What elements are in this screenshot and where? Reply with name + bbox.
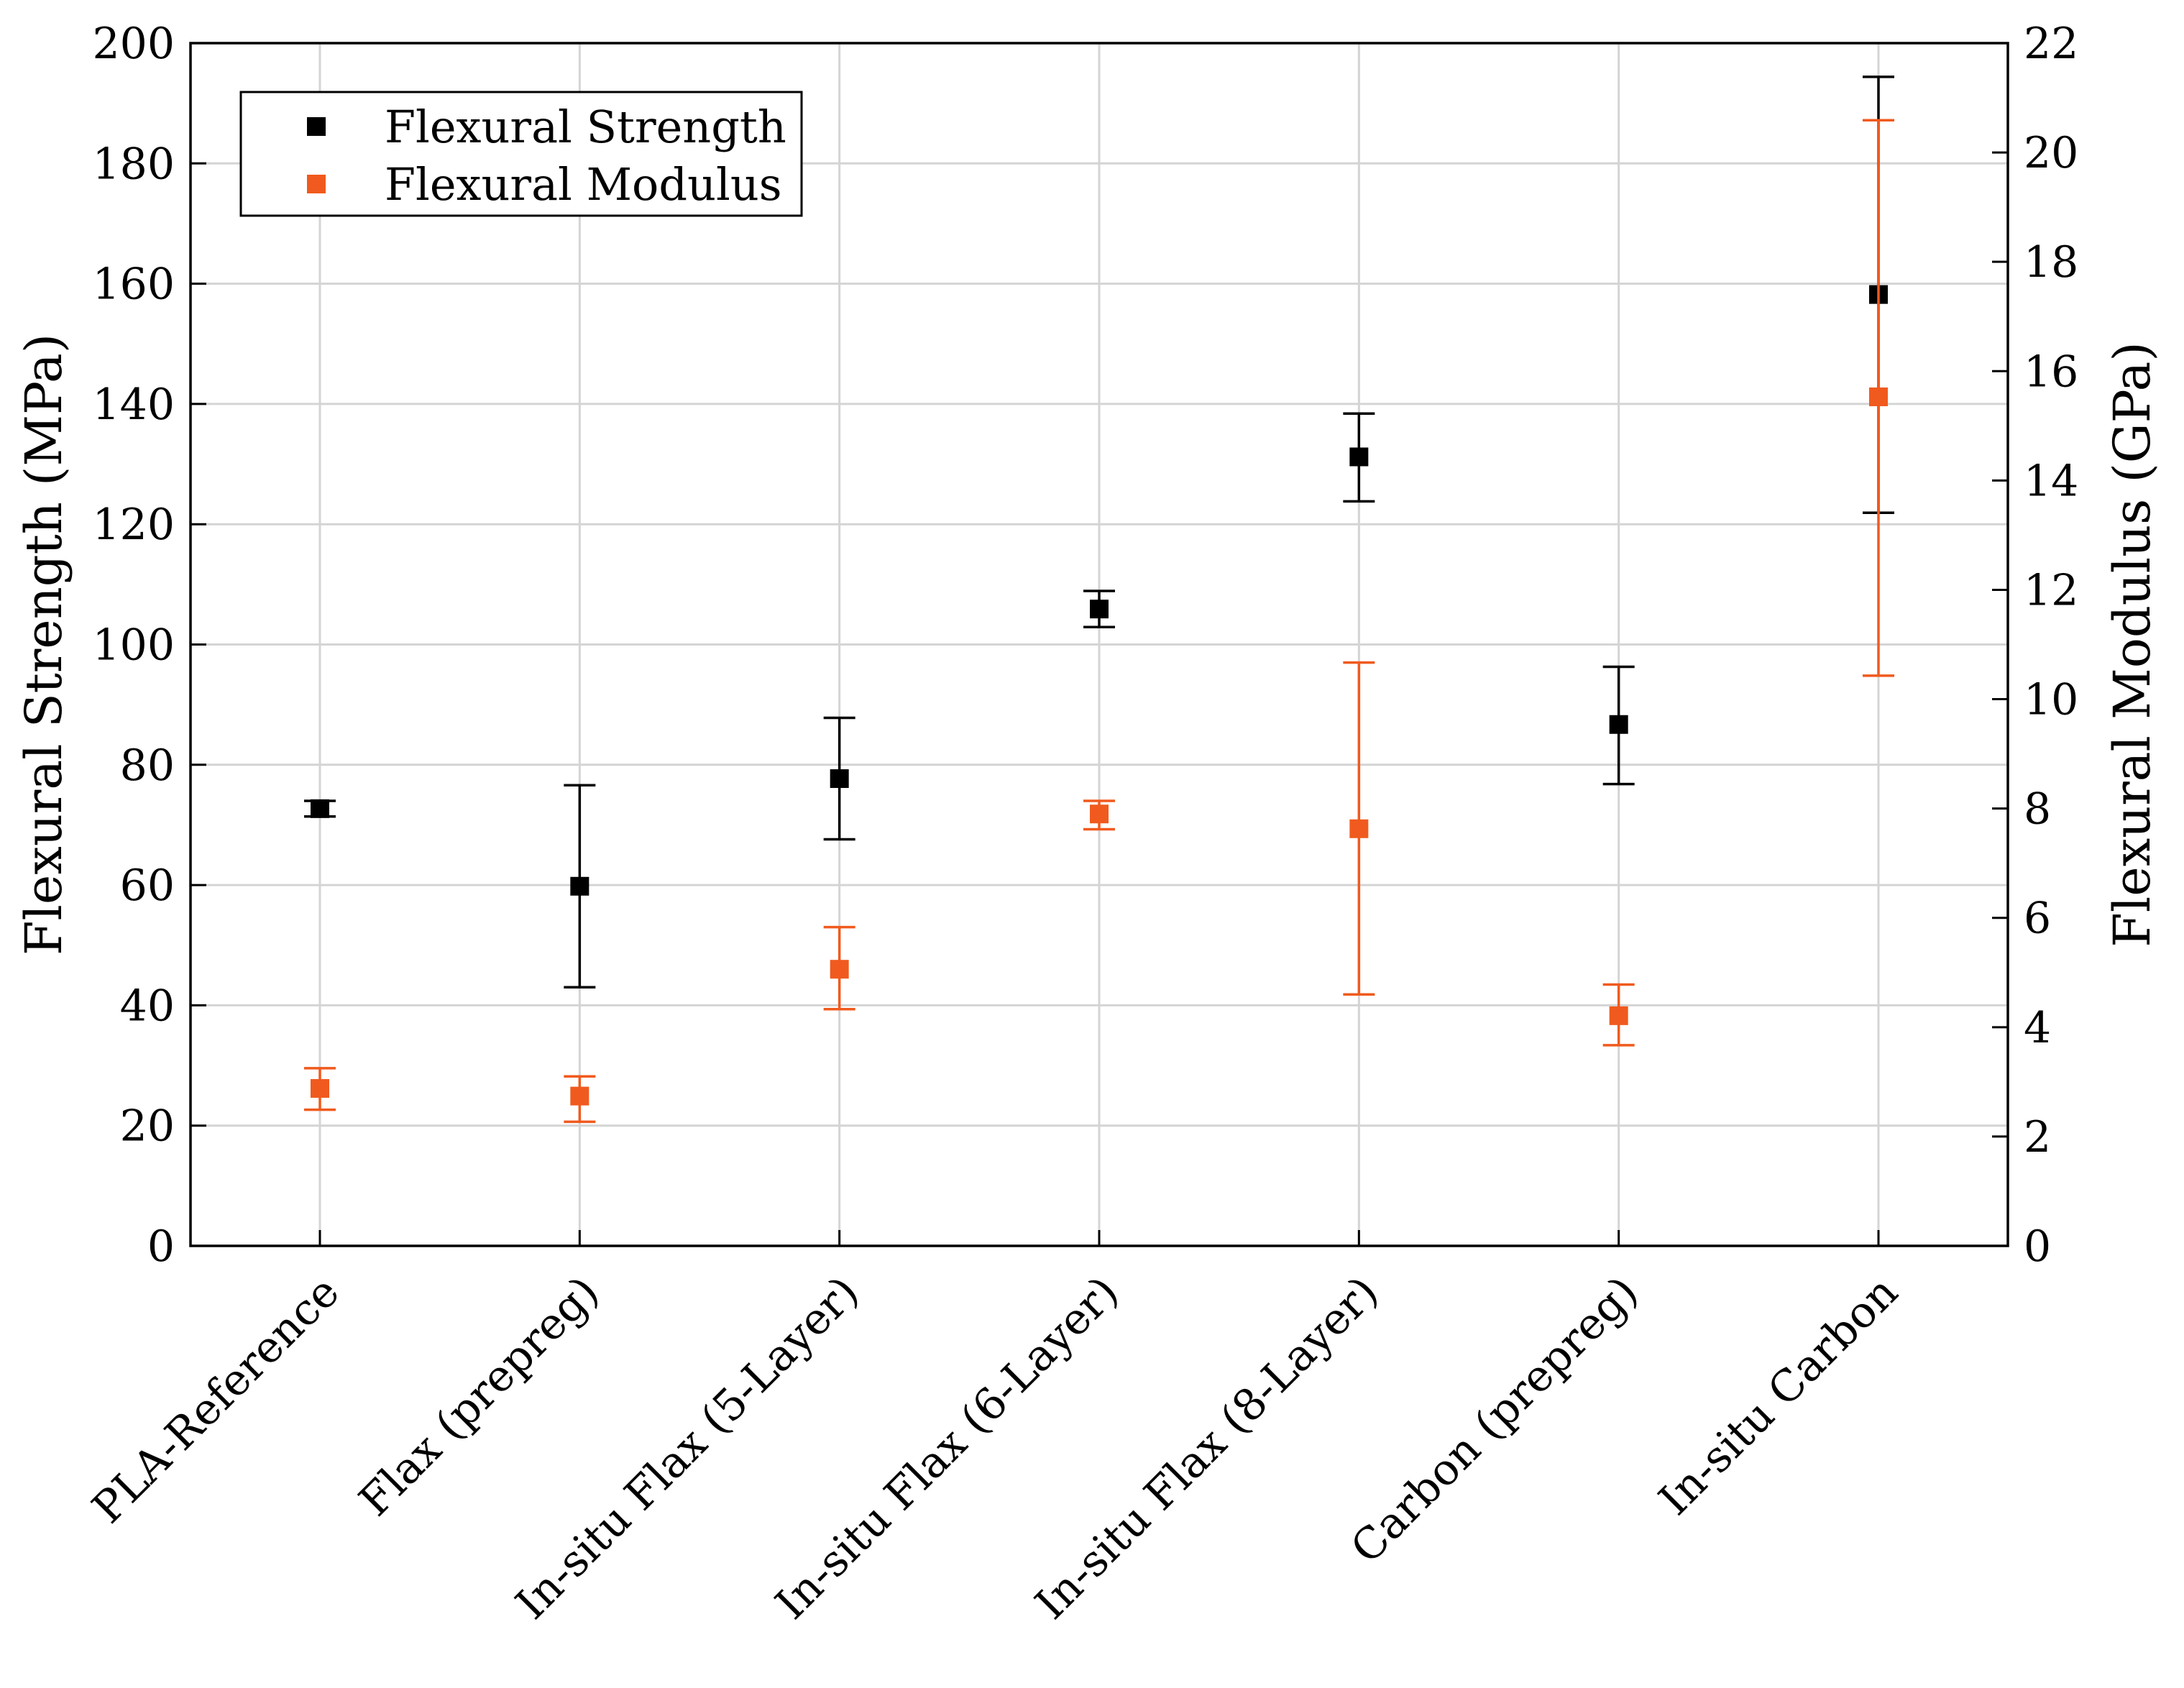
data-point [830, 960, 849, 979]
data-point [1090, 804, 1109, 824]
left-tick-label: 180 [92, 139, 175, 189]
data-point [570, 1086, 589, 1106]
right-tick-label: 0 [2024, 1221, 2051, 1272]
right-tick-label: 10 [2024, 675, 2078, 725]
left-tick-label: 160 [92, 260, 175, 310]
legend-marker-flexural-strength [307, 117, 326, 136]
data-point [311, 799, 329, 818]
data-marks [304, 75, 1894, 1124]
data-point [1609, 715, 1628, 734]
data-point [570, 876, 589, 896]
data-point [830, 769, 849, 789]
right-axis-title: Flexural Modulus (GPa) [2103, 341, 2162, 947]
legend-label-flexural-strength: Flexural Strength [385, 101, 786, 153]
left-tick-label: 120 [92, 500, 175, 550]
data-point [1090, 600, 1109, 619]
left-tick-label: 80 [120, 740, 175, 791]
x-tick-label: Flax (prepreg) [349, 1267, 609, 1526]
right-tick-label: 20 [2024, 128, 2078, 178]
legend: Flexural Strength Flexural Modulus [239, 91, 803, 217]
right-tick-label: 8 [2024, 784, 2051, 835]
x-axis: PLA-Reference Flax (prepreg)In-situ Flax … [83, 1230, 1908, 1629]
right-tick-label: 16 [2024, 347, 2078, 397]
data-point [1609, 1006, 1628, 1025]
right-tick-label: 6 [2024, 894, 2051, 944]
right-tick-label: 22 [2024, 19, 2078, 69]
x-tick-label: In-situ Carbon [1649, 1267, 1907, 1525]
legend-box [239, 91, 803, 217]
left-tick-label: 40 [120, 981, 175, 1031]
left-tick-label: 60 [120, 861, 175, 911]
right-tick-label: 14 [2024, 456, 2078, 506]
data-point [1349, 447, 1369, 467]
x-tick-label: Carbon (prepreg) [1341, 1267, 1648, 1573]
left-tick-label: 100 [92, 620, 175, 671]
legend-marker-flexural-modulus [307, 175, 326, 193]
x-tick-label: PLA-Reference [83, 1267, 349, 1533]
left-tick-label: 200 [92, 19, 175, 69]
left-tick-label: 0 [147, 1221, 175, 1272]
data-point [1349, 819, 1369, 838]
left-y-axis: 0 20 40 60 80 100 120 140 160 180 200 [92, 19, 206, 1272]
left-axis-title: Flexural Strength (MPa) [14, 334, 73, 955]
left-tick-label: 140 [92, 380, 175, 430]
left-tick-label: 20 [120, 1101, 175, 1152]
grid [191, 43, 2008, 1246]
legend-label-flexural-modulus: Flexural Modulus [385, 158, 782, 211]
data-point [311, 1078, 329, 1098]
right-tick-label: 2 [2024, 1112, 2051, 1162]
right-y-axis: 0 2 4 6 8 10 12 14 16 18 20 22 [1992, 19, 2078, 1272]
data-point [1869, 387, 1888, 407]
right-tick-label: 12 [2024, 565, 2078, 615]
right-tick-label: 4 [2024, 1003, 2051, 1053]
series-flexural-modulus [304, 119, 1894, 1124]
right-tick-label: 18 [2024, 237, 2078, 288]
